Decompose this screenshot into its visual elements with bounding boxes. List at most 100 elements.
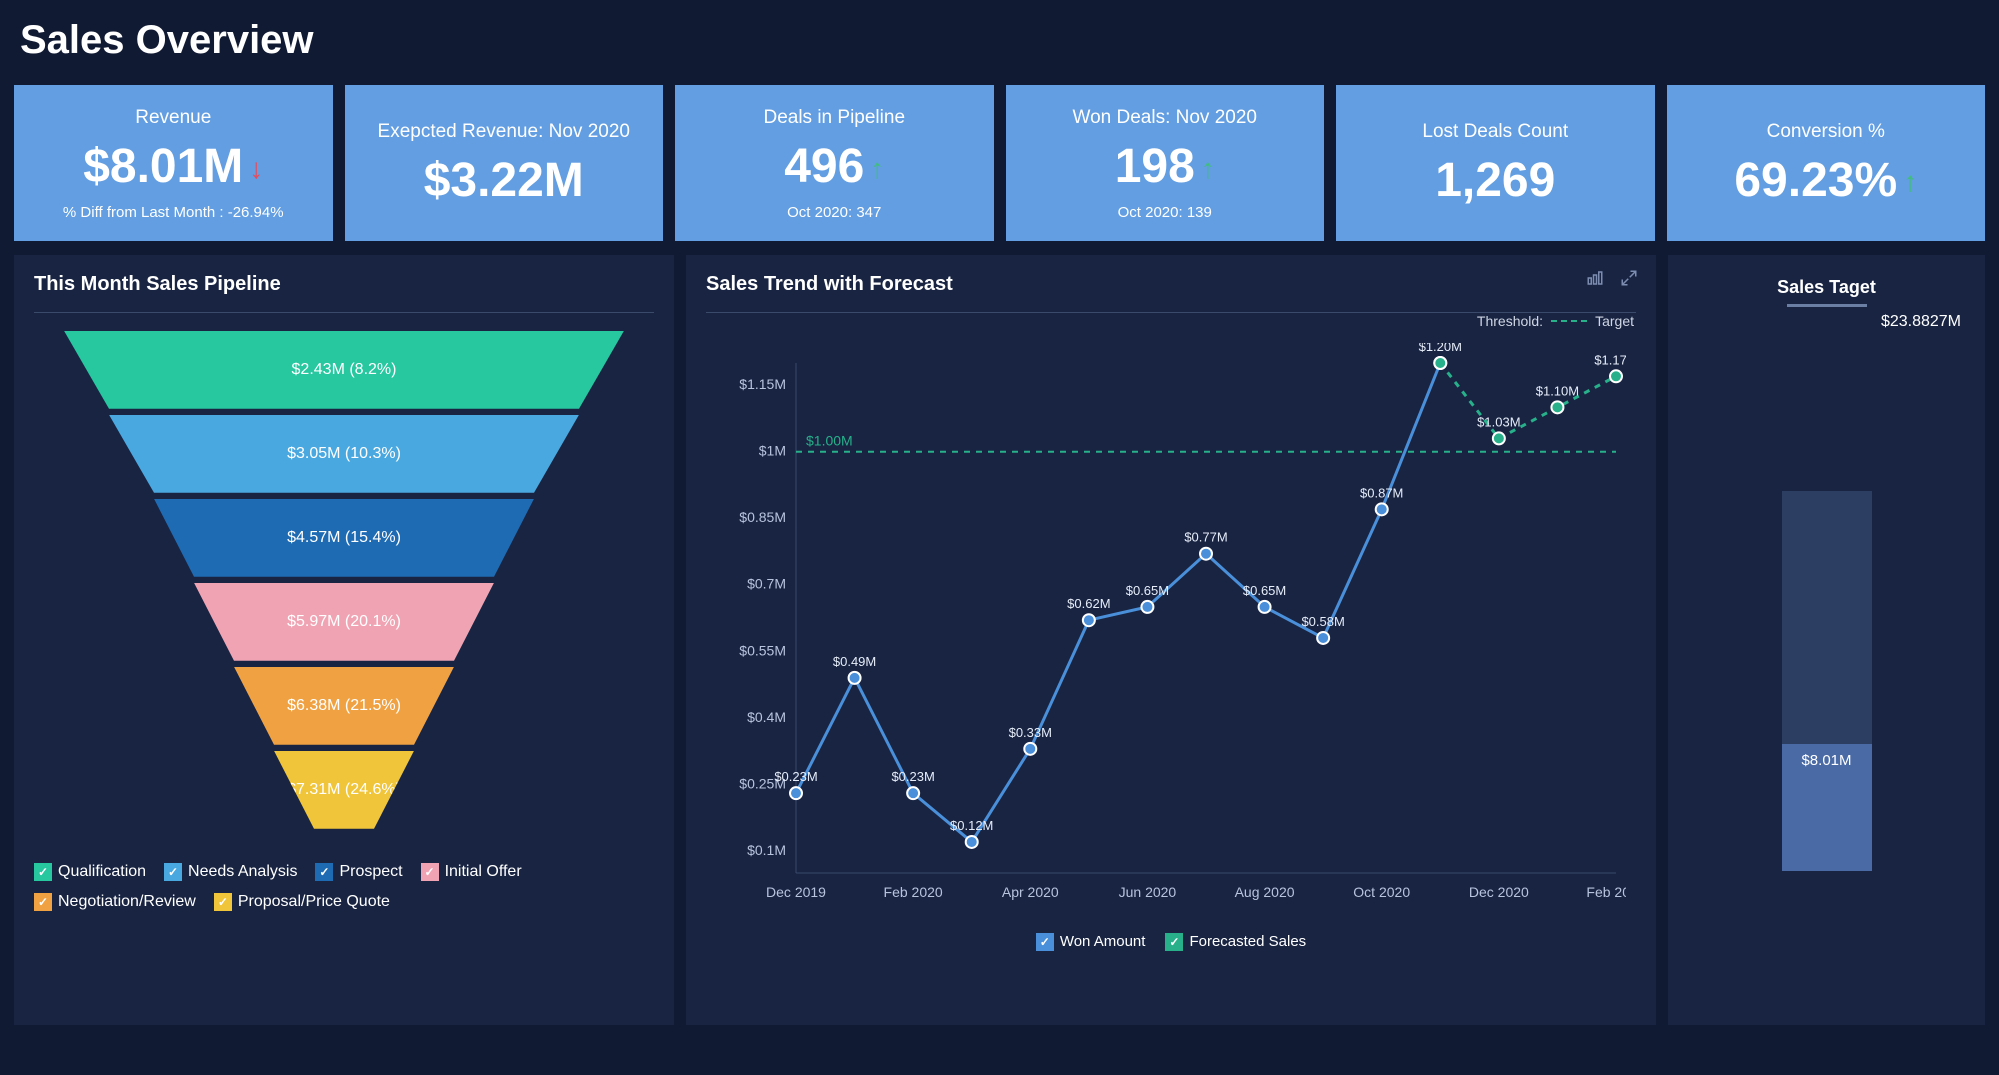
funnel-seg-label: $4.57M (15.4%): [287, 529, 401, 547]
arrow-down-icon: ↓: [249, 153, 263, 184]
legend-swatch: [214, 893, 232, 911]
legend-label: Negotiation/Review: [58, 893, 196, 911]
legend-item[interactable]: Initial Offer: [421, 863, 522, 881]
legend-swatch: [34, 893, 52, 911]
legend-swatch: [164, 863, 182, 881]
kpi-sub: Oct 2020: 347: [685, 204, 984, 221]
svg-text:Dec 2019: Dec 2019: [766, 884, 826, 900]
legend-label: Forecasted Sales: [1189, 933, 1306, 950]
legend-swatch: [34, 863, 52, 881]
funnel-legend: Qualification Needs Analysis Prospect Initi…: [34, 863, 654, 911]
svg-text:$0.23M: $0.23M: [774, 769, 817, 784]
legend-swatch: [1036, 933, 1054, 951]
svg-text:$0.4M: $0.4M: [747, 709, 786, 725]
kpi-card[interactable]: Deals in Pipeline 496↑ Oct 2020: 347: [675, 85, 994, 241]
legend-swatch: [421, 863, 439, 881]
svg-text:$1.20M: $1.20M: [1419, 343, 1462, 354]
trend-chart: $0.1M$0.25M$0.4M$0.55M$0.7M$0.85M$1M$1.1…: [716, 343, 1626, 923]
svg-text:Aug 2020: Aug 2020: [1235, 884, 1295, 900]
kpi-value: 496↑: [685, 141, 984, 194]
threshold-name: Target: [1595, 313, 1634, 329]
trend-toolbar: [1586, 269, 1638, 292]
svg-text:$0.33M: $0.33M: [1009, 725, 1052, 740]
expand-icon[interactable]: [1620, 269, 1638, 292]
kpi-value: 198↑: [1016, 141, 1315, 194]
legend-label: Qualification: [58, 863, 146, 881]
svg-text:$0.65M: $0.65M: [1126, 583, 1169, 598]
svg-text:$0.23M: $0.23M: [891, 769, 934, 784]
bar-chart-icon[interactable]: [1586, 269, 1604, 292]
kpi-label: Exepcted Revenue: Nov 2020: [355, 121, 654, 143]
svg-text:Dec 2020: Dec 2020: [1469, 884, 1529, 900]
kpi-label: Lost Deals Count: [1346, 121, 1645, 143]
legend-label: Proposal/Price Quote: [238, 893, 390, 911]
svg-text:$0.1M: $0.1M: [747, 842, 786, 858]
kpi-value: 1,269: [1346, 155, 1645, 208]
svg-text:$0.58M: $0.58M: [1301, 614, 1344, 629]
kpi-card[interactable]: Conversion % 69.23%↑: [1667, 85, 1986, 241]
svg-text:Oct 2020: Oct 2020: [1353, 884, 1410, 900]
funnel-segment[interactable]: $6.38M (21.5%): [234, 667, 454, 745]
kpi-card[interactable]: Revenue$8.01M↓% Diff from Last Month : -…: [14, 85, 333, 241]
kpi-sub: Oct 2020: 139: [1016, 204, 1315, 221]
kpi-value: $3.22M: [355, 155, 654, 208]
svg-text:$0.55M: $0.55M: [739, 642, 786, 658]
funnel-seg-label: $2.43M (8.2%): [292, 361, 397, 379]
legend-item[interactable]: Needs Analysis: [164, 863, 297, 881]
funnel-chart: $2.43M (8.2%) $3.05M (10.3%) $4.57M (15.4%…: [34, 331, 654, 835]
svg-text:Feb 2021: Feb 2021: [1586, 884, 1626, 900]
kpi-value: 69.23%↑: [1677, 155, 1976, 208]
legend-item[interactable]: Prospect: [315, 863, 402, 881]
svg-text:$1.15M: $1.15M: [739, 376, 786, 392]
legend-swatch: [1165, 933, 1183, 951]
kpi-label: Won Deals: Nov 2020: [1016, 107, 1315, 129]
svg-text:$1.10M: $1.10M: [1536, 383, 1579, 398]
svg-text:Jun 2020: Jun 2020: [1119, 884, 1177, 900]
funnel-segment[interactable]: $3.05M (10.3%): [109, 415, 579, 493]
kpi-card[interactable]: Won Deals: Nov 2020 198↑ Oct 2020: 139: [1006, 85, 1325, 241]
funnel-segment[interactable]: $4.57M (15.4%): [154, 499, 534, 577]
funnel-seg-label: $5.97M (20.1%): [287, 613, 401, 631]
threshold-legend: Threshold: Target: [1477, 313, 1634, 329]
kpi-card[interactable]: Lost Deals Count 1,269: [1336, 85, 1655, 241]
legend-item[interactable]: Negotiation/Review: [34, 893, 196, 911]
svg-text:$0.49M: $0.49M: [833, 654, 876, 669]
funnel-segment[interactable]: $5.97M (20.1%): [194, 583, 494, 661]
legend-label: Initial Offer: [445, 863, 522, 881]
trend-title: Sales Trend with Forecast: [706, 273, 1636, 296]
legend-item[interactable]: Proposal/Price Quote: [214, 893, 390, 911]
funnel-segment[interactable]: $2.43M (8.2%): [64, 331, 624, 409]
funnel-segment[interactable]: $7.31M (24.6%): [274, 751, 414, 829]
legend-label: Prospect: [339, 863, 402, 881]
svg-text:$1.17M: $1.17M: [1594, 352, 1626, 367]
kpi-sub: % Diff from Last Month : -26.94%: [24, 204, 323, 221]
divider: [34, 312, 654, 313]
target-fill: $8.01M: [1782, 744, 1872, 871]
funnel-seg-label: $7.31M (24.6%): [287, 781, 401, 799]
legend-item[interactable]: Qualification: [34, 863, 146, 881]
funnel-seg-label: $6.38M (21.5%): [287, 697, 401, 715]
target-bar: $8.01M: [1782, 491, 1872, 871]
kpi-label: Conversion %: [1677, 121, 1976, 143]
trend-panel: Sales Trend with Forecast Threshold: Tar…: [686, 255, 1656, 1025]
legend-label: Won Amount: [1060, 933, 1146, 950]
arrow-up-icon: ↑: [1903, 166, 1917, 197]
svg-text:Feb 2020: Feb 2020: [884, 884, 943, 900]
legend-swatch: [315, 863, 333, 881]
legend-item[interactable]: Forecasted Sales: [1165, 933, 1306, 951]
target-total: $23.8827M: [1881, 313, 1961, 331]
kpi-value: $8.01M↓: [24, 141, 323, 194]
svg-text:Apr 2020: Apr 2020: [1002, 884, 1059, 900]
kpi-card[interactable]: Exepcted Revenue: Nov 2020 $3.22M: [345, 85, 664, 241]
svg-text:$1.00M: $1.00M: [806, 432, 853, 448]
funnel-title: This Month Sales Pipeline: [34, 273, 654, 296]
trend-legend: Won Amount Forecasted Sales: [706, 933, 1636, 951]
target-underline: [1787, 304, 1867, 307]
threshold-label: Threshold:: [1477, 313, 1543, 329]
funnel-panel: This Month Sales Pipeline $2.43M (8.2%)$…: [14, 255, 674, 1025]
kpi-label: Deals in Pipeline: [685, 107, 984, 129]
target-title: Sales Taget: [1777, 277, 1876, 298]
svg-text:$0.62M: $0.62M: [1067, 596, 1110, 611]
target-panel: Sales Taget $23.8827M $8.01M: [1668, 255, 1985, 1025]
legend-item[interactable]: Won Amount: [1036, 933, 1146, 951]
